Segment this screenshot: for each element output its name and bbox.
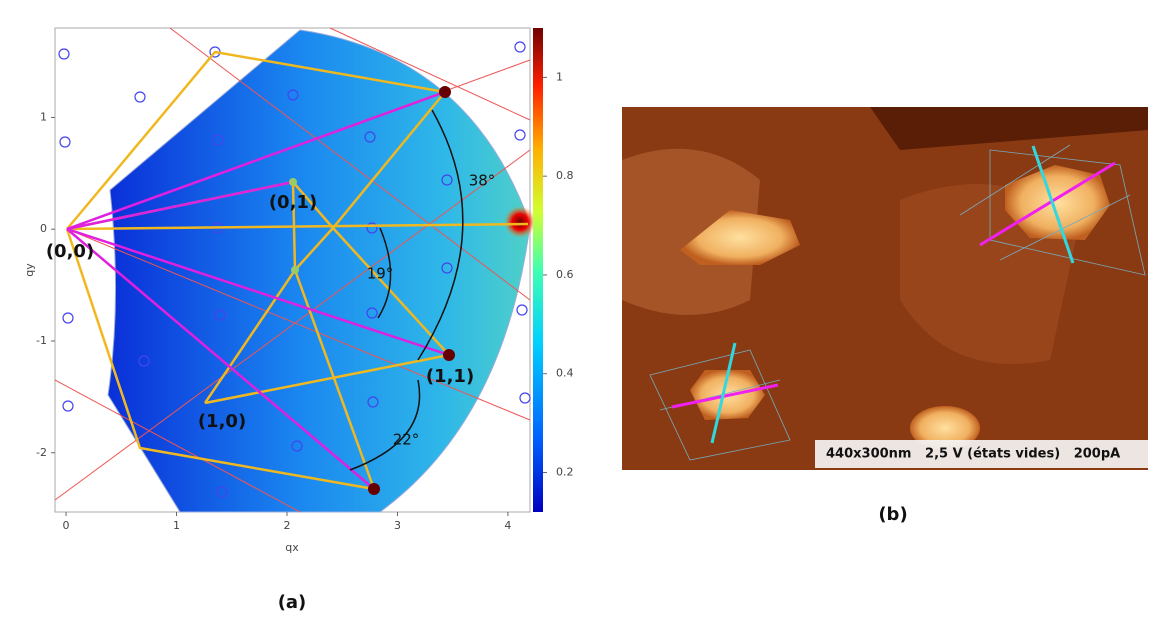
annotation: (1,1)	[426, 366, 474, 387]
panel-label: (a)	[278, 592, 307, 613]
annotation: 38°	[469, 172, 496, 190]
annotation: (0,1)	[269, 192, 317, 213]
annotation: 19°	[367, 265, 394, 283]
image-caption: 440x300nm 2,5 V (états vides) 200pA	[826, 447, 1120, 462]
x-tick-label: 4	[504, 519, 511, 532]
colorbar	[533, 28, 543, 512]
y-tick-label: -2	[36, 446, 47, 459]
colorbar-tick-label: 0.4	[556, 367, 574, 380]
x-tick-label: 2	[283, 519, 290, 532]
annotation: (1,0)	[198, 411, 246, 432]
colorbar-tick-label: 1	[556, 70, 563, 83]
lattice-lines	[54, 27, 531, 513]
x-tick-label: 3	[394, 519, 401, 532]
panel-b: 440x300nm 2,5 V (états vides) 200pA	[622, 107, 1148, 470]
y-tick-label: 1	[40, 110, 47, 123]
bragg-spots	[289, 86, 455, 495]
colorbar-tick-label: 0.8	[556, 169, 574, 182]
y-tick-label: 0	[40, 222, 47, 235]
x-tick-label: 1	[173, 519, 180, 532]
annotation: 22°	[393, 431, 420, 449]
y-axis-label: qy	[23, 263, 36, 277]
colorbar-tick-label: 0.6	[556, 268, 574, 281]
x-axis-label: qx	[285, 541, 299, 554]
x-tick-label: 0	[63, 519, 70, 532]
y-tick-label: -1	[36, 334, 47, 347]
caption-bar	[815, 440, 1148, 468]
panel-label: (b)	[878, 504, 907, 525]
annotation: (0,0)	[46, 241, 94, 262]
panel-a	[54, 27, 543, 513]
magenta-lines	[66, 90, 450, 490]
hot-spot	[504, 206, 536, 238]
angle-arcs	[349, 109, 464, 471]
colorbar-tick-label: 0.2	[556, 465, 574, 478]
